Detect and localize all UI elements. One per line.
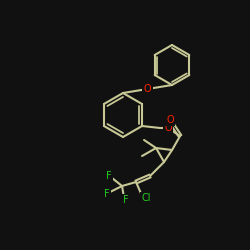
Text: F: F xyxy=(106,171,112,181)
Text: O: O xyxy=(166,115,174,125)
Text: F: F xyxy=(123,195,129,205)
Text: Cl: Cl xyxy=(141,193,151,203)
Text: F: F xyxy=(104,189,110,199)
Text: O: O xyxy=(164,123,172,133)
Text: O: O xyxy=(144,84,151,94)
